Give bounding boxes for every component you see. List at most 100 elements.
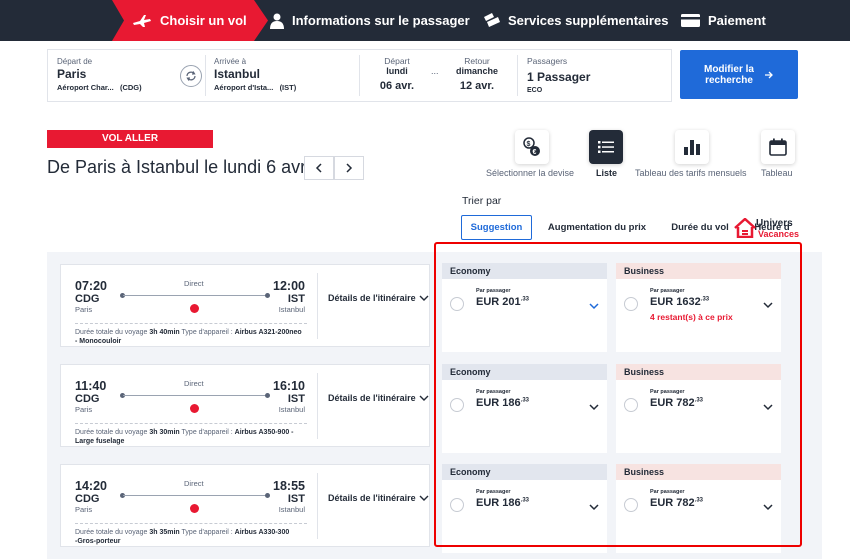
departure-time: 14:20 [75, 479, 107, 493]
list-view-button[interactable] [589, 130, 623, 164]
fare-radio[interactable] [450, 498, 464, 512]
chevron-down-icon[interactable] [589, 402, 599, 412]
business-fare-option[interactable]: Business Par passager EUR 782.33 [616, 464, 781, 553]
departure-city: Paris [75, 405, 93, 414]
depart-label: Départ [384, 56, 410, 66]
step-choose-flight[interactable]: Choisir un vol [132, 0, 247, 41]
destination-label: Arrivée à [214, 57, 247, 66]
chevron-down-icon [419, 495, 429, 501]
itinerary-details-button[interactable]: Détails de l'itinéraire [328, 493, 429, 503]
chevron-down-icon[interactable] [589, 502, 599, 512]
search-summary: Départ de Paris Aéroport Char... (CDG) A… [47, 49, 672, 102]
calendar-view-button[interactable] [761, 130, 795, 164]
fare-highlight-box [434, 242, 802, 547]
credit-card-icon [681, 14, 700, 27]
airline-logo-icon [190, 304, 199, 313]
currency-select-label: Sélectionner la devise [486, 168, 575, 178]
route-end-dot [265, 493, 270, 498]
economy-fare-option[interactable]: Economy Par passager EUR 186.33 [442, 364, 607, 453]
route-start-dot [120, 293, 125, 298]
route-line [123, 395, 267, 396]
ticket-icon [484, 12, 500, 27]
chevron-down-icon[interactable] [763, 502, 773, 512]
fare-price: EUR 186.33 [476, 497, 529, 509]
fare-class-label: Business [616, 263, 781, 279]
date-separator: ... [431, 66, 439, 76]
divider [359, 55, 360, 96]
fare-price: EUR 1632.33 [650, 296, 710, 308]
passengers-label: Passagers [527, 56, 568, 66]
flight-details: Durée totale du voyage 3h 40min Type d'a… [75, 329, 302, 345]
fare-price: EUR 782.33 [650, 497, 703, 509]
arrival-code: IST [287, 393, 305, 405]
list-view-label: Liste [596, 168, 618, 178]
fare-price: EUR 186.33 [476, 397, 529, 409]
fare-radio[interactable] [624, 297, 638, 311]
destination-field[interactable]: Arrivée à Istanbul Aéroport d'Ista... (I… [214, 57, 296, 108]
step-payment[interactable]: Paiement [681, 0, 766, 41]
monthly-fares-label: Tableau des tarifs mensuels [635, 168, 747, 178]
flight-type: Direct [184, 279, 204, 288]
fare-radio[interactable] [450, 297, 464, 311]
departure-code: CDG [75, 393, 100, 405]
depart-date-field[interactable]: Départ lundi 06 avr. [375, 56, 419, 92]
plane-icon [133, 14, 151, 27]
fare-class-label: Business [616, 464, 781, 480]
economy-fare-option[interactable]: Economy Par passager EUR 201.33 [442, 263, 607, 352]
return-label: Retour [464, 56, 490, 66]
divider [75, 523, 307, 524]
swap-airports-button[interactable] [180, 65, 202, 87]
sort-time-button[interactable]: Heure d [754, 222, 790, 233]
chevron-down-icon [419, 295, 429, 301]
per-passenger-label: Par passager [476, 389, 511, 395]
previous-day-button[interactable] [304, 156, 334, 180]
arrival-city: Istanbul [278, 505, 305, 514]
currency-icon: $€ [523, 137, 540, 156]
flight-details: Durée totale du voyage 3h 30min Type d'a… [75, 429, 294, 445]
watermark-logo: Univers Vacances [734, 217, 799, 243]
flight-card[interactable]: 11:40 CDG Paris Direct 16:10 IST Istanbu… [60, 364, 430, 447]
route-start-dot [120, 393, 125, 398]
origin-airport: Aéroport Char... (CDG) [57, 83, 142, 92]
flight-type: Direct [184, 479, 204, 488]
business-fare-option[interactable]: Business Par passager EUR 1632.33 4 rest… [616, 263, 781, 352]
chevron-down-icon[interactable] [763, 300, 773, 310]
fare-price: EUR 201.33 [476, 296, 529, 308]
currency-select-button[interactable]: $ € [515, 130, 549, 164]
flight-card[interactable]: 14:20 CDG Paris Direct 18:55 IST Istanbu… [60, 464, 430, 547]
sort-price-button[interactable]: Augmentation du prix [547, 222, 647, 233]
sort-duration-button[interactable]: Durée du vol [671, 222, 729, 233]
route-end-dot [265, 293, 270, 298]
step-label: Paiement [708, 13, 766, 28]
monthly-fares-button[interactable] [675, 130, 709, 164]
seats-remaining: 4 restant(s) à ce prix [650, 312, 733, 322]
origin-field[interactable]: Départ de Paris Aéroport Char... (CDG) [57, 57, 142, 108]
flight-card[interactable]: 07:20 CDG Paris Direct 12:00 IST Istanbu… [60, 264, 430, 347]
fare-price: EUR 782.33 [650, 397, 703, 409]
itinerary-details-button[interactable]: Détails de l'itinéraire [328, 393, 429, 403]
modify-search-button[interactable]: Modifier la recherche [680, 50, 798, 99]
airline-logo-icon [190, 504, 199, 513]
itinerary-details-button[interactable]: Détails de l'itinéraire [328, 293, 429, 303]
chevron-down-icon[interactable] [763, 402, 773, 412]
fare-radio[interactable] [450, 398, 464, 412]
origin-city: Paris [57, 67, 87, 81]
calendar-view-label: Tableau [761, 168, 793, 178]
step-extra-services[interactable]: Services supplémentaires [482, 0, 668, 41]
sort-suggestion-button[interactable]: Suggestion [461, 215, 532, 240]
airline-logo-icon [190, 404, 199, 413]
fare-class-label: Economy [442, 263, 607, 279]
chevron-down-icon[interactable] [589, 301, 599, 311]
departure-city: Paris [75, 505, 93, 514]
step-label: Informations sur le passager [292, 13, 470, 28]
fare-radio[interactable] [624, 498, 638, 512]
economy-fare-option[interactable]: Economy Par passager EUR 186.33 [442, 464, 607, 553]
fare-radio[interactable] [624, 398, 638, 412]
step-passenger-info[interactable]: Informations sur le passager [270, 0, 470, 41]
business-fare-option[interactable]: Business Par passager EUR 782.33 [616, 364, 781, 453]
divider [517, 55, 518, 96]
passengers-field[interactable]: Passagers 1 Passager ECO [527, 56, 590, 107]
next-day-button[interactable] [334, 156, 364, 180]
return-date-field[interactable]: Retour dimanche 12 avr. [449, 56, 505, 92]
departure-city: Paris [75, 305, 93, 314]
